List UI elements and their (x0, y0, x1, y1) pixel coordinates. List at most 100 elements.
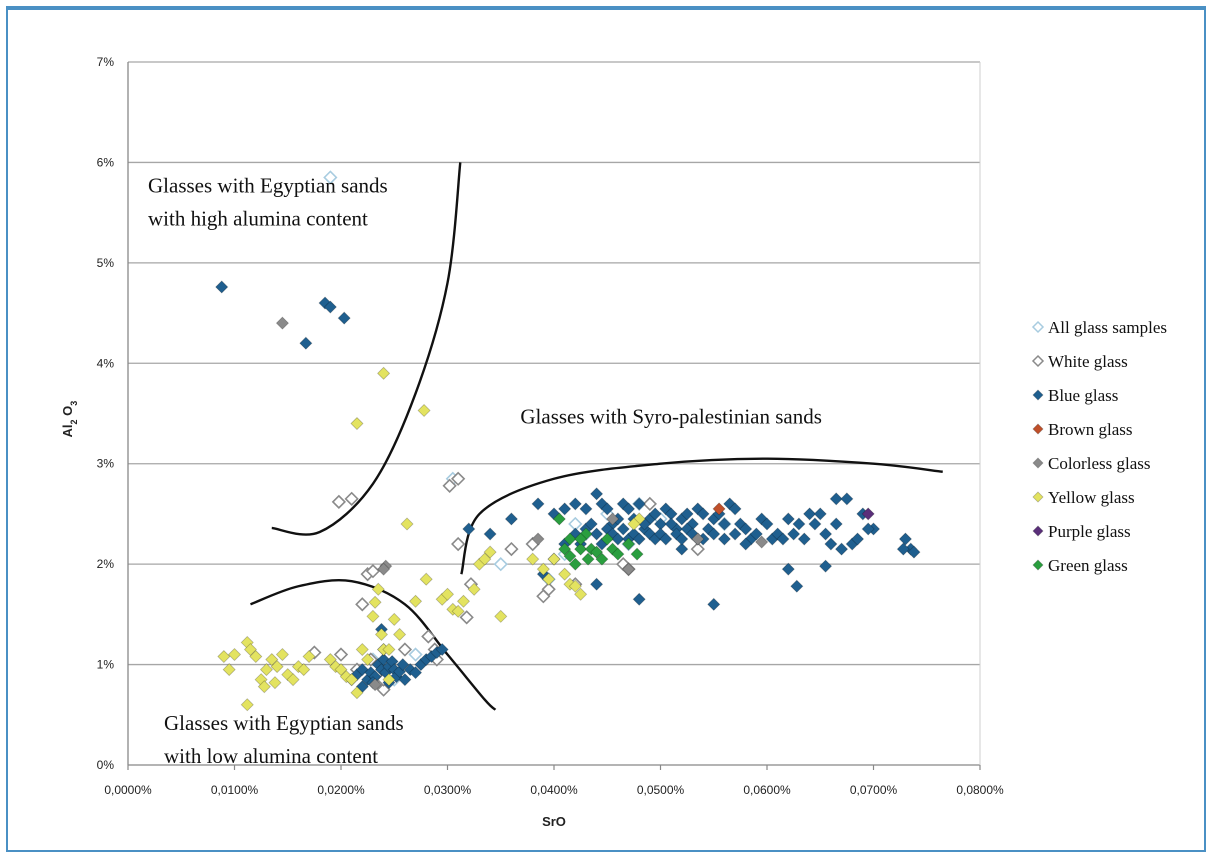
point-blue-glass (584, 517, 598, 531)
legend-marker (1032, 423, 1044, 435)
point-blue-glass (299, 336, 313, 350)
legend-label: Green glass (1048, 556, 1128, 575)
legend-label: White glass (1048, 352, 1128, 371)
legend-marker (1031, 320, 1045, 334)
point-blue-glass (696, 507, 710, 521)
point-blue-glass (829, 492, 843, 506)
point-green-glass (590, 545, 604, 559)
point-blue-glass (632, 497, 646, 511)
point-colorless-glass (368, 678, 382, 692)
y-tick-label: 3% (97, 457, 115, 471)
point-blue-glass (907, 545, 921, 559)
point-white-glass (536, 589, 551, 604)
point-yellow-glass (302, 649, 316, 664)
point-yellow-glass (542, 572, 556, 586)
point-blue-glass (621, 502, 636, 516)
point-all-glass-samples (323, 170, 338, 185)
point-yellow-glass (350, 686, 364, 700)
point-purple-glass (861, 507, 875, 521)
x-tick-label: 0,0400% (530, 783, 578, 797)
legend-label: Brown glass (1048, 420, 1133, 439)
point-yellow-glass (467, 582, 481, 596)
point-blue-glass (787, 527, 801, 541)
point-yellow-glass (419, 572, 433, 586)
point-green-glass (630, 547, 644, 561)
point-yellow-glass (568, 579, 582, 593)
point-blue-glass (664, 517, 678, 531)
point-yellow-glass (387, 612, 401, 626)
point-white-glass (504, 541, 519, 557)
data-points (215, 170, 921, 712)
point-green-glass (558, 542, 572, 556)
point-blue-glass (749, 527, 763, 541)
y-tick-label: 7% (97, 55, 115, 69)
annotation-text: Glasses with Syro-palestinian sands (520, 405, 822, 429)
legend-label: Colorless glass (1048, 454, 1150, 473)
point-yellow-glass (240, 698, 254, 712)
x-tick-label: 0,0200% (317, 783, 365, 797)
point-yellow-glass (270, 660, 284, 674)
point-colorless-glass (621, 562, 636, 576)
point-blue-glass (819, 559, 833, 573)
point-blue-glass (819, 527, 833, 541)
point-yellow-glass (382, 642, 396, 657)
point-blue-glass (829, 517, 843, 531)
point-all-glass-samples (408, 647, 423, 662)
point-blue-glass (215, 280, 229, 294)
point-white-glass (451, 536, 466, 552)
legend-label: All glass samples (1048, 318, 1167, 337)
point-green-glass (621, 537, 636, 551)
point-green-glass (563, 549, 577, 563)
point-blue-glass (616, 522, 630, 536)
point-green-glass (574, 532, 588, 546)
point-brown-glass (712, 502, 726, 516)
annotation-text: Glasses with Egyptian sands (148, 174, 388, 198)
point-yellow-glass (526, 552, 540, 566)
point-yellow-glass (371, 582, 385, 596)
y-tick-label: 4% (97, 356, 115, 370)
boundary-curve (250, 578, 497, 711)
point-blue-glass (531, 497, 545, 511)
point-green-glass (574, 542, 588, 556)
point-green-glass (595, 552, 609, 566)
legend-marker (1032, 559, 1044, 571)
point-blue-glass (834, 542, 849, 556)
legend-marker (1032, 491, 1044, 503)
y-tick-label: 0% (97, 758, 115, 772)
axes: 0% 1% 2% 3% 4% 5% 6% 7% 0,0000% 0,0100% 0,0200% 0,0… (60, 55, 1004, 829)
point-yellow-glass (478, 552, 492, 566)
point-blue-glass (323, 300, 337, 314)
point-white-glass (333, 647, 349, 662)
point-yellow-glass (259, 663, 274, 677)
annotation-text: with low alumina content (164, 744, 378, 768)
point-yellow-glass (393, 627, 407, 642)
point-white-glass (355, 597, 370, 612)
point-white-glass (397, 642, 413, 657)
point-blue-glass (680, 507, 694, 521)
point-yellow-glass (268, 676, 282, 690)
y-tick-label: 2% (97, 557, 115, 571)
y-tick-label: 6% (97, 155, 115, 169)
point-blue-glass (850, 532, 865, 546)
point-yellow-glass (382, 673, 396, 687)
point-white-glass (331, 494, 347, 510)
point-blue-glass (861, 522, 875, 536)
point-blue-glass (840, 492, 854, 506)
x-axis-title: SrO (542, 814, 566, 829)
point-yellow-glass (627, 517, 641, 531)
point-yellow-glass (536, 562, 550, 576)
point-yellow-glass (265, 652, 279, 667)
point-yellow-glass (451, 604, 465, 618)
x-tick-label: 0,0000% (104, 783, 152, 797)
point-blue-glass (600, 502, 614, 516)
point-all-glass-samples (493, 557, 508, 572)
point-yellow-glass (494, 609, 508, 623)
annotation-text: Glasses with Egyptian sands (164, 711, 404, 735)
point-blue-glass (728, 502, 742, 516)
boundary-curve (460, 457, 943, 575)
point-yellow-glass (374, 627, 389, 642)
x-tick-label: 0,0100% (211, 783, 259, 797)
point-yellow-glass (297, 663, 311, 677)
point-blue-glass (590, 487, 604, 501)
point-blue-glass (590, 527, 604, 541)
